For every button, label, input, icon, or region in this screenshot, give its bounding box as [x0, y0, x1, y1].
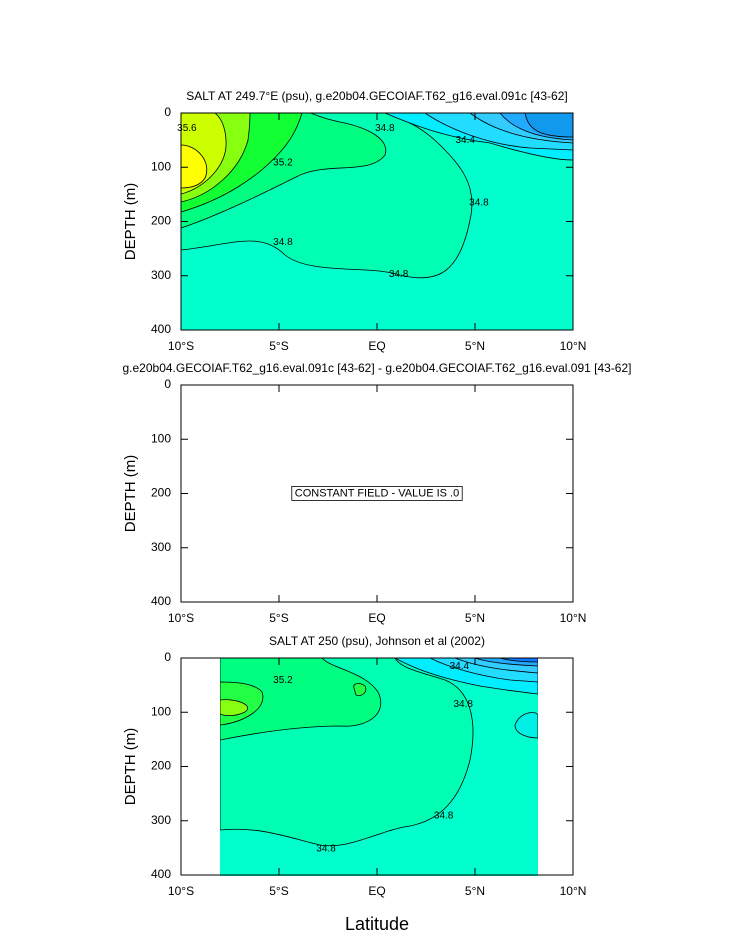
y-tick-label: 400: [151, 594, 171, 608]
y-tick-label: 200: [151, 759, 171, 773]
y-axis-label: DEPTH (m): [122, 455, 139, 533]
y-tick-label: 300: [151, 540, 171, 554]
y-tick-label: 0: [164, 105, 171, 119]
chart-title: SALT AT 249.7°E (psu), g.e20b04.GECOIAF.…: [186, 89, 567, 103]
contour-label: 35.6: [177, 123, 197, 134]
x-tick-label: EQ: [368, 339, 385, 353]
y-tick-label: 100: [151, 704, 171, 718]
x-tick-label: 5°N: [465, 884, 485, 898]
y-axis-label: DEPTH (m): [122, 183, 139, 261]
y-tick-label: 100: [151, 159, 171, 173]
contour-fill: [220, 658, 538, 876]
x-tick-label: 5°S: [269, 339, 288, 353]
chart-title: SALT AT 250 (psu), Johnson et al (2002): [269, 634, 485, 648]
contour-label: 34.4: [455, 135, 475, 146]
x-tick-label: 5°N: [465, 611, 485, 625]
y-tick-label: 300: [151, 813, 171, 827]
x-tick-label: 10°S: [168, 339, 194, 353]
x-tick-label: 5°N: [465, 339, 485, 353]
x-axis-label: Latitude: [345, 914, 409, 934]
contour-label: 34.8: [434, 811, 454, 822]
x-tick-label: 10°N: [560, 339, 587, 353]
contour-label: 34.8: [316, 844, 336, 855]
x-tick-label: EQ: [368, 884, 385, 898]
annotation: CONSTANT FIELD - VALUE IS .0: [295, 487, 459, 499]
y-tick-label: 400: [151, 322, 171, 336]
y-tick-label: 400: [151, 867, 171, 881]
contour-label: 34.8: [273, 237, 293, 248]
y-tick-label: 200: [151, 214, 171, 228]
y-axis-label: DEPTH (m): [122, 728, 139, 806]
contour-fill: [181, 113, 573, 330]
x-tick-label: 10°S: [168, 884, 194, 898]
chart-title: g.e20b04.GECOIAF.T62_g16.eval.091c [43-6…: [123, 361, 632, 375]
contour-label: 34.4: [450, 661, 470, 672]
y-tick-label: 100: [151, 431, 171, 445]
y-tick-label: 0: [164, 650, 171, 664]
contour-label: 34.8: [375, 123, 395, 134]
contour-label: 34.8: [454, 699, 474, 710]
x-tick-label: 10°N: [560, 611, 587, 625]
y-tick-label: 200: [151, 486, 171, 500]
x-tick-label: 5°S: [269, 611, 288, 625]
x-tick-label: 10°N: [560, 884, 587, 898]
contour-label: 34.8: [469, 198, 489, 209]
contour-label: 35.2: [273, 675, 293, 686]
y-tick-label: 0: [164, 377, 171, 391]
y-tick-label: 300: [151, 268, 171, 282]
x-tick-label: 5°S: [269, 884, 288, 898]
annotation-box: [291, 486, 463, 501]
contour-label: 35.2: [273, 158, 293, 169]
x-tick-label: 10°S: [168, 611, 194, 625]
contour-label: 34.8: [389, 269, 409, 280]
x-tick-label: EQ: [368, 611, 385, 625]
